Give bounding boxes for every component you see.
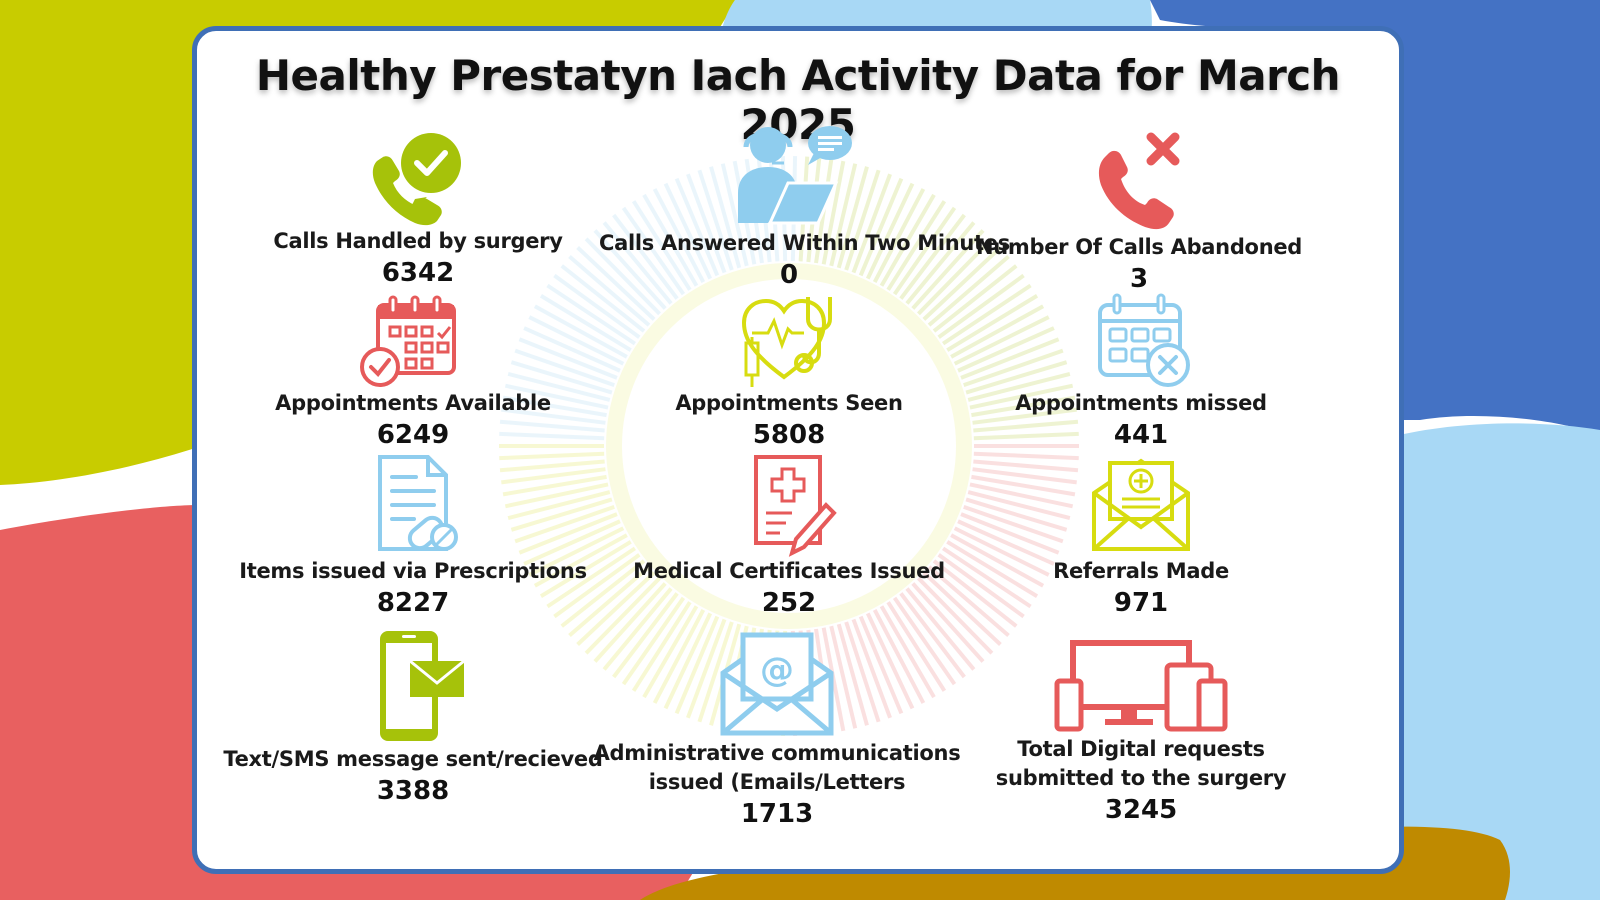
stat-label: Appointments Available — [275, 391, 551, 415]
phone-missed-icon — [1098, 132, 1180, 230]
stat-value: 3 — [1129, 264, 1149, 294]
calendar-cancel-icon — [1098, 293, 1190, 387]
stat-value: 5808 — [752, 420, 826, 450]
stat-digital-requests: Total Digital requests submitted to the … — [951, 631, 1331, 827]
stat-label-line2: submitted to the surgery — [995, 766, 1287, 790]
stat-value: 8227 — [376, 588, 450, 618]
stat-label: Appointments Seen — [675, 391, 903, 415]
stat-admin-communications: @ Administrative communications issued (… — [587, 629, 967, 831]
infographic-card: Healthy Prestatyn Iach Activity Data for… — [192, 26, 1404, 874]
sms-phone-icon — [380, 631, 465, 741]
stat-medical-certificates: Medical Certificates Issued 252 — [599, 453, 979, 620]
stat-value: 6342 — [381, 258, 455, 288]
svg-text:@: @ — [760, 650, 794, 690]
stat-label: Text/SMS message sent/recieved — [223, 747, 603, 771]
stat-value: 252 — [761, 588, 817, 618]
stat-value: 1713 — [740, 799, 814, 829]
prescription-pills-icon — [378, 455, 458, 551]
stat-label: Administrative communications — [593, 741, 961, 765]
phone-check-icon — [372, 133, 461, 226]
calendar-check-icon — [360, 295, 456, 387]
stat-value: 0 — [779, 260, 799, 290]
page-title: Healthy Prestatyn Iach Activity Data for… — [255, 51, 1341, 149]
stat-label-line2: issued (Emails/Letters — [648, 770, 906, 794]
stat-value: 3388 — [376, 776, 450, 806]
stat-sms: Text/SMS message sent/recieved 3388 — [223, 627, 603, 808]
referral-envelope-icon — [1092, 458, 1190, 551]
stat-label: Total Digital requests — [1017, 737, 1265, 761]
stat-prescriptions: Items issued via Prescriptions 8227 — [223, 453, 603, 620]
stat-label: Appointments missed — [1015, 391, 1267, 415]
email-envelope-icon: @ — [720, 631, 834, 736]
call-center-agent-icon — [738, 126, 852, 225]
stat-label: Referrals Made — [1053, 559, 1229, 583]
medical-certificate-icon — [754, 455, 837, 557]
stat-label: Items issued via Prescriptions — [239, 559, 587, 583]
stat-referrals: Referrals Made 971 — [951, 453, 1331, 620]
stat-label: Medical Certificates Issued — [633, 559, 945, 583]
stat-value: 3245 — [1104, 795, 1178, 825]
stat-value: 971 — [1113, 588, 1169, 618]
stat-label: Calls Answered Within Two Minutes — [599, 231, 1010, 255]
stat-calls-answered: Calls Answered Within Two Minutes 0 — [599, 123, 1010, 292]
digital-devices-icon — [1054, 640, 1228, 732]
stat-calls-abandoned: Number Of Calls Abandoned 3 — [949, 127, 1329, 296]
stat-value: 6249 — [376, 420, 450, 450]
decorative-sunburst — [499, 156, 1079, 736]
stat-calls-handled: Calls Handled by surgery 6342 — [228, 131, 608, 290]
stat-label: Calls Handled by surgery — [273, 229, 563, 253]
stethoscope-heart-icon — [741, 297, 832, 387]
stat-appointments-available: Appointments Available 6249 — [223, 293, 603, 452]
stat-value: 441 — [1113, 420, 1169, 450]
stat-label: Number Of Calls Abandoned — [975, 235, 1303, 259]
stat-appointments-seen: Appointments Seen 5808 — [599, 293, 979, 452]
stat-appointments-missed: Appointments missed 441 — [951, 293, 1331, 452]
